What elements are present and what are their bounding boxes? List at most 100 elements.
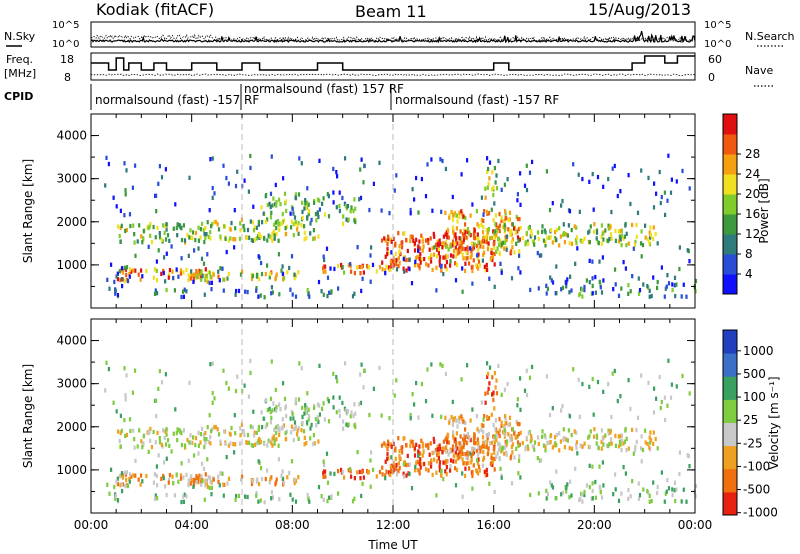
power-echo-cell: [199, 235, 202, 240]
power-echo-cell: [477, 259, 481, 264]
vel-echo-cell: [134, 368, 137, 373]
vel-echo-cell: [176, 427, 179, 432]
vel-echo-cell: [217, 474, 220, 479]
vel-echo-cell: [281, 469, 284, 474]
vel-echo-cell: [471, 473, 474, 479]
power-echo-cell: [481, 239, 484, 244]
vel-echo-cell: [230, 425, 233, 431]
power-echo-cell: [320, 289, 323, 294]
power-echo-cell: [128, 212, 132, 217]
vel-echo-cell: [398, 454, 401, 459]
vel-echo-cell: [442, 439, 445, 444]
vel-echo-cell: [680, 499, 683, 504]
vel-echo-cell: [246, 494, 249, 500]
power-echo-cell: [614, 267, 617, 272]
vel-echo-cell: [485, 433, 488, 438]
vel-echo-cell: [199, 432, 202, 437]
vel-echo-cell: [387, 470, 391, 475]
vel-echo-cell: [559, 439, 562, 444]
power-echo-cell: [312, 228, 315, 233]
power-echo-cell: [607, 176, 610, 182]
vel-echo-cell: [385, 469, 388, 474]
power-echo-cell: [360, 264, 364, 270]
vel-echo-cell: [664, 417, 667, 423]
vel-echo-cell: [450, 414, 453, 420]
power-echo-cell: [415, 175, 418, 181]
power-echo-cell: [575, 241, 578, 246]
vel-echo-cell: [636, 415, 640, 420]
vel-echo-cell: [504, 440, 507, 445]
power-echo-cell: [536, 230, 540, 235]
power-echo-cell: [666, 273, 669, 278]
vel-echo-cell: [417, 415, 420, 420]
power-echo-cell: [458, 214, 461, 220]
nsky-label: N.Sky: [4, 30, 36, 43]
power-echo-cell: [133, 240, 136, 245]
vel-echo-cell: [444, 469, 447, 474]
power-echo-cell: [269, 272, 272, 277]
vel-echo-cell: [124, 483, 127, 489]
power-echo-cell: [442, 234, 445, 239]
power-echo-cell: [462, 239, 465, 245]
power-echo-cell: [134, 253, 137, 258]
vel-echo-cell: [304, 410, 308, 415]
power-echo-cell: [545, 291, 548, 296]
freq-panel: Freq. [MHz] 18 8 60 0 Nave: [4, 52, 775, 87]
vel-echo-cell: [602, 483, 605, 488]
power-echo-cell: [122, 277, 125, 282]
vel-echo-cell: [675, 384, 678, 389]
power-echo-cell: [125, 265, 129, 270]
colorbar-segment: [723, 399, 737, 423]
vel-echo-cell: [635, 427, 638, 433]
power-echo-cell: [420, 176, 423, 182]
vel-echo-cell: [253, 442, 257, 447]
vel-echo-cell: [392, 460, 395, 466]
power-echo-cell: [290, 254, 294, 259]
vel-echo-cell: [526, 444, 529, 449]
power-echo-cell: [438, 259, 441, 264]
vel-echo-cell: [389, 442, 392, 447]
vel-echo-cell: [209, 441, 212, 446]
vel-echo-cell: [394, 446, 397, 451]
power-echo-cell: [481, 258, 484, 263]
power-echo-cell: [445, 254, 448, 259]
power-echo-cell: [216, 222, 219, 227]
vel-echo-cell: [414, 464, 417, 470]
vel-echo-cell: [272, 401, 275, 406]
power-echo-cell: [285, 231, 288, 237]
vel-echo-cell: [241, 474, 244, 479]
power-echo-cell: [141, 274, 144, 279]
vel-echo-cell: [561, 490, 565, 495]
power-echo-cell: [160, 237, 163, 242]
vel-echo-cell: [401, 450, 404, 455]
power-echo-cell: [532, 239, 535, 244]
power-echo-cell: [577, 172, 580, 177]
vel-echo-cell: [513, 455, 516, 460]
vel-echo-cell: [327, 419, 331, 424]
vel-echo-cell: [503, 428, 506, 433]
power-echo-cell: [631, 274, 634, 279]
vel-echo-cell: [545, 496, 548, 501]
vel-echo-cell: [234, 442, 237, 447]
power-echo-cell: [494, 222, 497, 227]
power-echo-cell: [461, 252, 464, 257]
power-echo-cell: [488, 176, 491, 181]
vel-echo-cell: [272, 434, 275, 439]
power-echo-cell: [256, 273, 259, 278]
nsky-trace: [90, 30, 696, 44]
power-echo-cell: [637, 276, 640, 281]
vel-echo-cell: [652, 430, 655, 435]
vel-echo-cell: [281, 426, 284, 431]
power-echo-cell: [656, 241, 659, 246]
colorbar-segment: [723, 376, 737, 400]
vel-echo-cell: [670, 382, 673, 387]
power-echo-cell: [523, 183, 527, 188]
power-echo-cell: [544, 230, 547, 235]
power-echo-cell: [635, 222, 638, 228]
vel-echo-cell: [490, 455, 493, 461]
vel-echo-cell: [486, 472, 489, 477]
vel-echo-cell: [629, 406, 632, 412]
vel-echo-cell: [447, 433, 450, 438]
power-echo-cell: [125, 272, 128, 278]
vel-echo-cell: [660, 470, 663, 475]
